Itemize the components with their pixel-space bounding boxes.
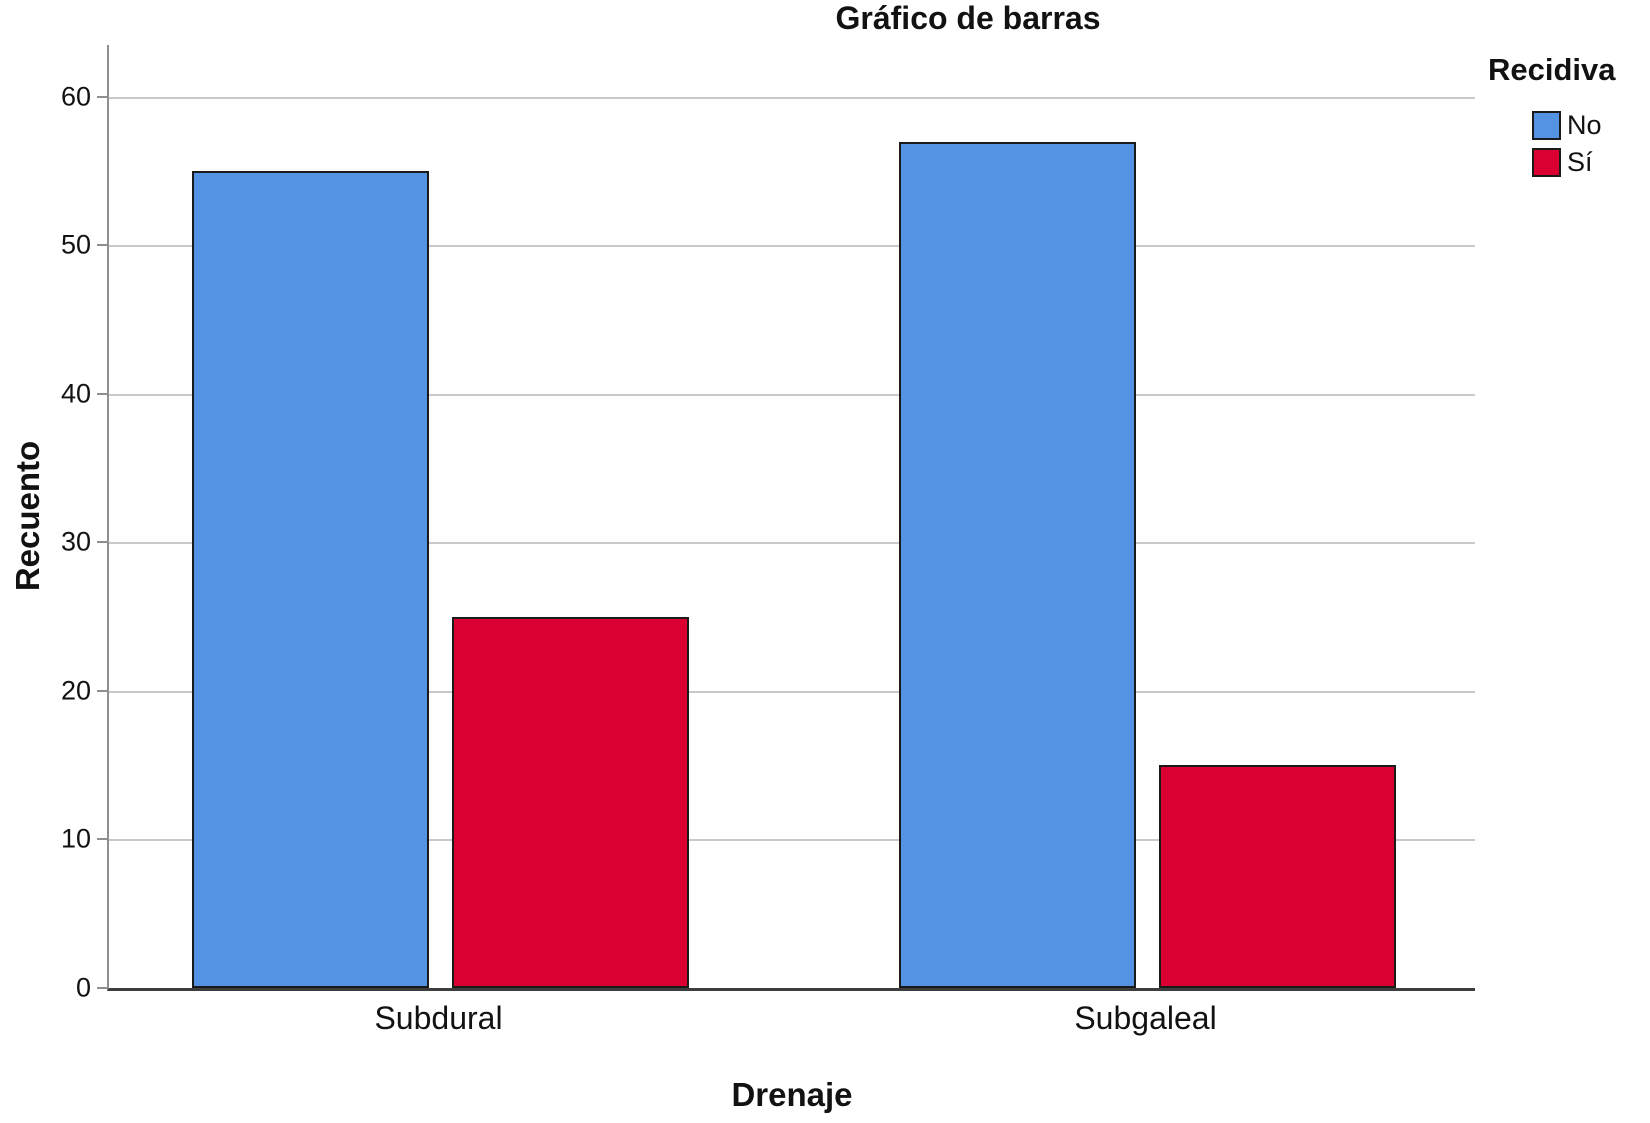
legend-label-si: Sí — [1567, 147, 1593, 177]
plot-area — [107, 45, 1475, 991]
x-axis-title: Drenaje — [731, 1076, 853, 1113]
legend-title: Recidiva — [1488, 52, 1616, 87]
legend-label-no: No — [1567, 110, 1602, 140]
category-label-subdural: Subdural — [374, 1000, 503, 1036]
bar-subdural-si — [452, 617, 689, 988]
y-tick-mark-10 — [97, 838, 107, 841]
gridline-y-50 — [109, 245, 1475, 248]
legend-items: No Sí — [1488, 110, 1616, 178]
bar-subdural-no — [192, 171, 429, 988]
gridline-y-40 — [109, 393, 1475, 396]
gridline-y-10 — [109, 839, 1475, 842]
y-tick-label-40: 40 — [60, 378, 91, 409]
y-tick-mark-20 — [97, 689, 107, 692]
y-axis-title: Recuento — [9, 440, 46, 592]
y-tick-mark-0 — [97, 987, 107, 989]
legend-swatch-no — [1532, 111, 1561, 140]
bar-subgaleal-si — [1159, 765, 1396, 988]
gridline-y-20 — [109, 690, 1475, 693]
y-tick-label-0: 0 — [75, 972, 91, 1003]
category-label-subgaleal: Subgaleal — [1074, 1000, 1217, 1036]
y-tick-mark-50 — [97, 244, 107, 247]
y-tick-mark-40 — [97, 392, 107, 395]
gridline-y-60 — [109, 96, 1475, 99]
gridline-y-30 — [109, 542, 1475, 545]
y-tick-label-50: 50 — [60, 229, 91, 260]
y-tick-mark-30 — [97, 541, 107, 544]
legend: Recidiva No Sí — [1488, 52, 1616, 184]
y-tick-label-30: 30 — [60, 526, 91, 557]
y-tick-label-10: 10 — [60, 823, 91, 854]
chart-title: Gráfico de barras — [835, 0, 1101, 36]
bar-subgaleal-no — [899, 142, 1136, 988]
legend-item-si: Sí — [1532, 147, 1616, 178]
legend-item-no: No — [1532, 110, 1616, 141]
legend-swatch-si — [1532, 148, 1561, 177]
y-tick-label-60: 60 — [60, 81, 91, 112]
y-tick-label-20: 20 — [60, 675, 91, 706]
y-tick-mark-60 — [97, 95, 107, 98]
